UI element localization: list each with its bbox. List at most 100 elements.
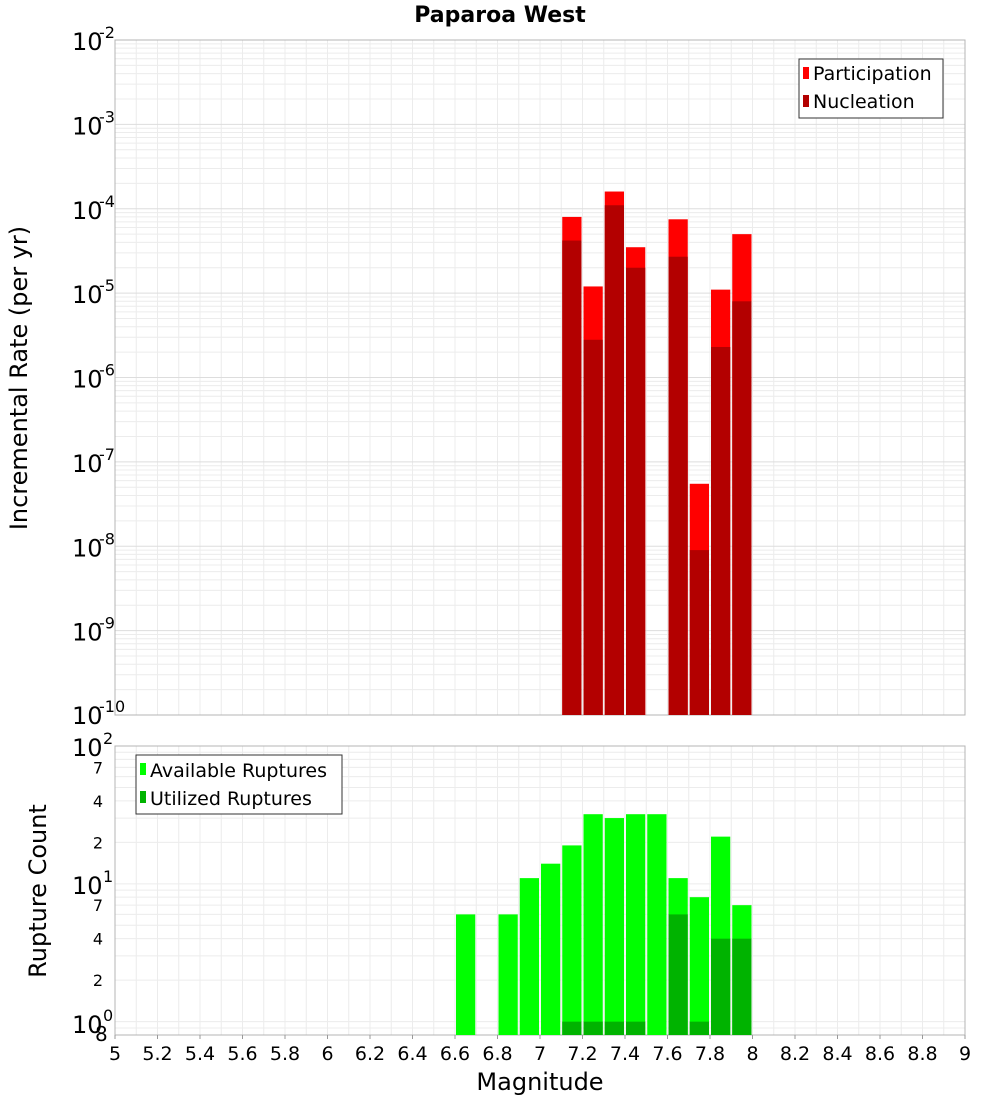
legend-utilized-label: Utilized Ruptures <box>150 788 312 810</box>
bottom-y-axis-label: Rupture Count <box>24 804 52 978</box>
bottom-y-decade-exponent: 1 <box>103 867 113 886</box>
x-tick-label: 5.2 <box>142 1043 172 1065</box>
x-tick-label: 5 <box>109 1043 121 1065</box>
x-tick-label: 9 <box>959 1043 971 1065</box>
x-tick-label: 8.4 <box>822 1043 852 1065</box>
bottom-y-decade-base: 10 <box>72 1011 103 1039</box>
top-legend-box <box>798 58 944 119</box>
top-y-tick-base: 10 <box>72 366 103 394</box>
x-tick-label: 8 <box>746 1043 758 1065</box>
bottom-y-tick-label: 7 <box>93 758 103 777</box>
utilized-ruptures-bar <box>626 1021 646 1035</box>
nucleation-bar <box>626 267 646 715</box>
bottom-y-tick-label: 2 <box>93 833 103 852</box>
nucleation-bar <box>668 256 688 715</box>
utilized-ruptures-bar <box>711 938 731 1035</box>
top-y-tick-exponent: -3 <box>99 107 115 126</box>
top-y-tick-exponent: -9 <box>99 614 115 633</box>
bottom-plot-bars <box>456 814 752 1035</box>
x-axis-label: Magnitude <box>476 1068 603 1096</box>
top-y-tick-exponent: -10 <box>99 697 125 716</box>
top-y-tick-exponent: -5 <box>99 276 115 295</box>
top-y-tick-base: 10 <box>72 197 103 225</box>
top-plot-bars <box>562 191 752 716</box>
x-tick-label: 6 <box>321 1043 333 1065</box>
legend-participation-swatch <box>803 67 809 79</box>
nucleation-bar <box>711 346 731 715</box>
legend-nucleation-label: Nucleation <box>813 91 915 113</box>
x-tick-label: 8.8 <box>907 1043 937 1065</box>
available-ruptures-bar <box>689 897 709 1035</box>
available-ruptures-bar <box>604 818 624 1035</box>
bottom-y-decade-exponent: 0 <box>103 1006 113 1025</box>
nucleation-bar <box>604 205 624 715</box>
bottom-y-min-label: 8 <box>95 1022 108 1046</box>
available-ruptures-bar <box>626 814 646 1035</box>
available-ruptures-bar <box>456 914 476 1035</box>
top-y-tick-base: 10 <box>72 702 103 730</box>
top-y-tick-base: 10 <box>72 450 103 478</box>
bottom-y-tick-label: 2 <box>93 971 103 990</box>
top-y-tick-base: 10 <box>72 281 103 309</box>
available-ruptures-bar <box>519 878 539 1035</box>
available-ruptures-bar <box>562 845 582 1035</box>
legend-available-swatch <box>140 763 146 775</box>
top-y-tick-exponent: -8 <box>99 529 115 548</box>
bottom-y-tick-label: 7 <box>93 896 103 915</box>
available-ruptures-bar <box>647 814 667 1035</box>
top-y-tick-exponent: -6 <box>99 361 115 380</box>
x-axis-ticks: 5 5.2 5.4 5.6 5.8 6 6.2 6.4 6.6 6.8 7 7.2 7.4 7.6 7.8 8… <box>109 1035 971 1065</box>
top-plot-area <box>114 39 966 716</box>
utilized-ruptures-bar <box>583 1021 603 1035</box>
top-y-tick-base: 10 <box>72 112 103 140</box>
x-tick-label: 6.4 <box>397 1043 427 1065</box>
top-y-tick-exponent: -7 <box>99 445 115 464</box>
available-ruptures-bar <box>498 914 518 1035</box>
bottom-legend-box <box>135 754 343 815</box>
x-tick-label: 8.2 <box>780 1043 810 1065</box>
utilized-ruptures-bar <box>668 914 688 1035</box>
utilized-ruptures-bar <box>732 938 752 1035</box>
bottom-y-decade-exponent: 2 <box>103 729 113 748</box>
bottom-legend: Available Ruptures Utilized Ruptures <box>135 754 343 815</box>
x-tick-label: 5.8 <box>270 1043 300 1065</box>
utilized-ruptures-bar <box>689 1021 709 1035</box>
x-tick-label: 6.8 <box>482 1043 512 1065</box>
top-y-tick-base: 10 <box>72 534 103 562</box>
nucleation-bar <box>732 301 752 715</box>
x-tick-label: 7.4 <box>610 1043 640 1065</box>
legend-utilized-swatch <box>140 791 146 803</box>
nucleation-bar <box>583 339 603 715</box>
x-tick-label: 7.2 <box>567 1043 597 1065</box>
legend-participation-label: Participation <box>813 63 932 85</box>
available-ruptures-bar <box>583 814 603 1035</box>
utilized-ruptures-bar <box>604 1021 624 1035</box>
x-tick-label: 8.6 <box>865 1043 895 1065</box>
available-ruptures-bar <box>541 863 561 1035</box>
bottom-y-decade-base: 10 <box>72 872 103 900</box>
x-tick-label: 7.6 <box>652 1043 682 1065</box>
top-y-tick-exponent: -2 <box>99 23 115 42</box>
top-y-tick-base: 10 <box>72 619 103 647</box>
top-y-axis-label: Incremental Rate (per yr) <box>5 226 33 530</box>
x-tick-label: 7 <box>534 1043 546 1065</box>
legend-nucleation-swatch <box>803 95 809 107</box>
bottom-y-tick-label: 4 <box>93 930 103 949</box>
x-tick-label: 7.8 <box>695 1043 725 1065</box>
x-tick-label: 5.4 <box>185 1043 215 1065</box>
top-y-tick-base: 10 <box>72 28 103 56</box>
nucleation-bar <box>689 550 709 715</box>
top-legend: Participation Nucleation <box>798 58 944 119</box>
x-tick-label: 5.6 <box>227 1043 257 1065</box>
nucleation-bar <box>562 240 582 716</box>
legend-available-label: Available Ruptures <box>150 760 327 782</box>
top-y-tick-exponent: -4 <box>99 192 115 211</box>
x-tick-label: 6.2 <box>355 1043 385 1065</box>
x-tick-label: 6.6 <box>440 1043 470 1065</box>
top-plot-grid <box>114 40 966 716</box>
chart-title: Paparoa West <box>414 3 586 28</box>
utilized-ruptures-bar <box>562 1021 582 1035</box>
